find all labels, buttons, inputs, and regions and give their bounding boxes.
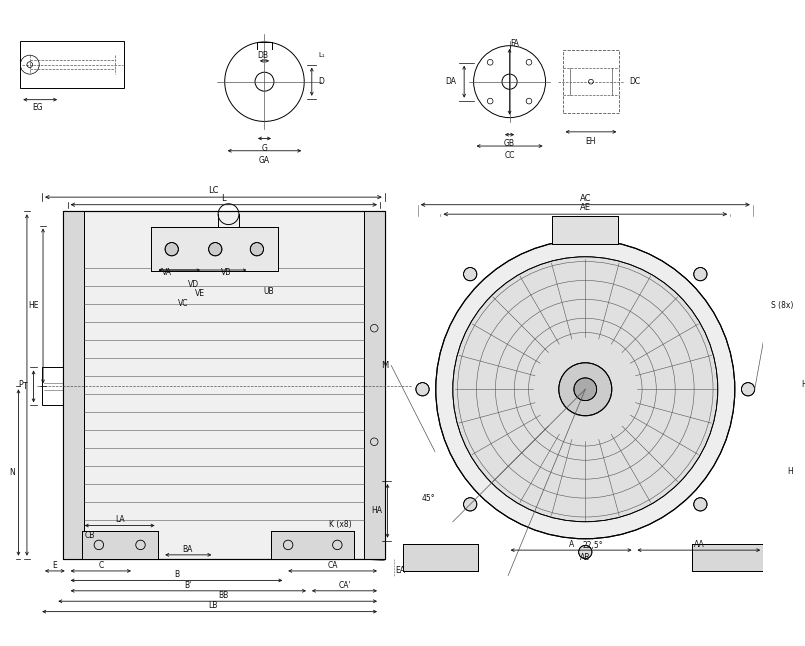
Text: LA: LA bbox=[115, 516, 125, 525]
Text: AB: AB bbox=[580, 553, 591, 562]
Circle shape bbox=[559, 363, 612, 416]
Text: A: A bbox=[568, 540, 574, 549]
Bar bbox=[552, 216, 618, 244]
Text: K (x8): K (x8) bbox=[329, 520, 352, 529]
Text: AA: AA bbox=[693, 540, 704, 549]
Text: HA: HA bbox=[371, 506, 382, 516]
Bar bbox=[364, 211, 385, 559]
Text: B': B' bbox=[184, 581, 192, 590]
Text: T: T bbox=[23, 382, 28, 391]
Text: LC: LC bbox=[208, 186, 219, 195]
Text: CA: CA bbox=[328, 561, 338, 570]
Circle shape bbox=[574, 378, 597, 401]
Text: 45°: 45° bbox=[421, 494, 435, 503]
Text: DC: DC bbox=[629, 77, 640, 86]
Text: VE: VE bbox=[195, 289, 205, 298]
Circle shape bbox=[464, 497, 477, 511]
Text: CA': CA' bbox=[338, 581, 351, 590]
Text: VB: VB bbox=[221, 268, 232, 277]
Text: P: P bbox=[19, 380, 23, 390]
Bar bbox=[42, 368, 63, 405]
Text: EA: EA bbox=[394, 567, 405, 576]
Text: M: M bbox=[382, 361, 389, 370]
Text: VA: VA bbox=[162, 268, 172, 277]
Circle shape bbox=[416, 382, 429, 396]
Bar bbox=[364, 211, 385, 559]
Text: CB: CB bbox=[85, 532, 94, 541]
Bar bbox=[63, 211, 385, 559]
Text: B: B bbox=[174, 570, 179, 579]
Bar bbox=[82, 531, 158, 559]
Text: CC: CC bbox=[504, 151, 515, 160]
Bar bbox=[402, 545, 478, 571]
Text: G: G bbox=[262, 144, 267, 153]
Circle shape bbox=[694, 497, 707, 511]
Bar bbox=[151, 227, 278, 271]
Circle shape bbox=[694, 267, 707, 281]
Text: BB: BB bbox=[219, 591, 229, 600]
Bar bbox=[692, 545, 768, 571]
Bar bbox=[402, 545, 478, 571]
Bar bbox=[63, 211, 84, 559]
Circle shape bbox=[436, 240, 735, 539]
Text: C: C bbox=[98, 561, 103, 570]
Text: LB: LB bbox=[208, 601, 218, 610]
Text: D: D bbox=[318, 77, 324, 86]
Text: L: L bbox=[221, 194, 226, 203]
Text: GB: GB bbox=[504, 140, 515, 149]
Text: BA: BA bbox=[183, 545, 193, 554]
Text: DB: DB bbox=[257, 50, 268, 59]
Text: DA: DA bbox=[446, 77, 456, 86]
Bar bbox=[271, 531, 354, 559]
Text: E: E bbox=[52, 561, 57, 570]
Text: GA: GA bbox=[259, 156, 270, 165]
Circle shape bbox=[452, 256, 718, 522]
Text: L₁: L₁ bbox=[318, 52, 324, 58]
Bar bbox=[692, 545, 768, 571]
Circle shape bbox=[741, 382, 754, 396]
Text: AE: AE bbox=[580, 203, 591, 212]
Text: HE: HE bbox=[29, 302, 39, 311]
Text: UB: UB bbox=[263, 287, 274, 297]
Text: FA: FA bbox=[510, 39, 518, 48]
Text: 22,5°: 22,5° bbox=[583, 541, 603, 550]
Circle shape bbox=[464, 267, 477, 281]
Text: N: N bbox=[9, 468, 14, 477]
Circle shape bbox=[165, 242, 179, 256]
Circle shape bbox=[250, 242, 263, 256]
Text: HD: HD bbox=[801, 380, 805, 390]
Text: AC: AC bbox=[580, 194, 591, 203]
Circle shape bbox=[579, 220, 592, 233]
Text: EG: EG bbox=[32, 103, 43, 112]
Text: EH: EH bbox=[586, 136, 597, 145]
Text: VD: VD bbox=[188, 280, 199, 289]
Text: VC: VC bbox=[178, 298, 188, 307]
Text: S (8x): S (8x) bbox=[770, 302, 793, 311]
Bar bbox=[63, 211, 84, 559]
Bar bbox=[20, 41, 125, 89]
Bar bbox=[151, 227, 278, 271]
Text: H: H bbox=[786, 467, 793, 476]
Bar bbox=[63, 211, 385, 559]
Bar bbox=[563, 50, 619, 113]
Bar bbox=[552, 216, 618, 244]
Bar bbox=[82, 531, 158, 559]
Circle shape bbox=[208, 242, 222, 256]
Bar bbox=[271, 531, 354, 559]
Circle shape bbox=[579, 545, 592, 559]
